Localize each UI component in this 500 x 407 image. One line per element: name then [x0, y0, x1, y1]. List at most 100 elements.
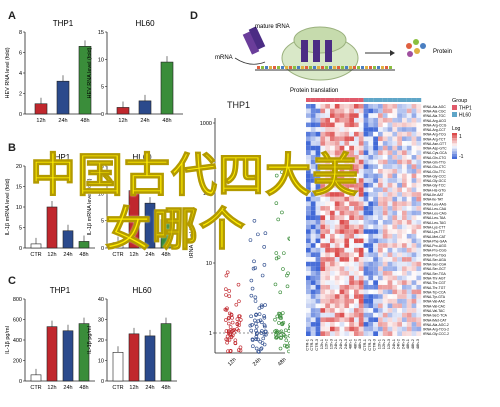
y-axis-label: tRNA level (fold) [189, 218, 195, 258]
heatmap-cell [392, 252, 398, 258]
heatmap-cell [320, 136, 326, 142]
heatmap-cell [411, 275, 417, 281]
heatmap-cell [368, 136, 374, 142]
scale-gradient-cell [452, 153, 457, 157]
heatmap-cell [354, 247, 359, 253]
heatmap-cell [344, 243, 350, 248]
heatmap-cell [397, 233, 402, 239]
heatmap-cell [325, 229, 330, 234]
heatmap-cell [402, 233, 407, 239]
heatmap-cell [402, 322, 407, 327]
data-point [226, 316, 231, 321]
heatmap-cell [402, 284, 407, 290]
heatmap-cell [378, 141, 383, 146]
heatmap-cell [330, 271, 335, 276]
heatmap-cell [339, 224, 345, 230]
heatmap-cell [330, 308, 335, 313]
heatmap-cell [368, 201, 374, 207]
heatmap-cell [354, 257, 359, 262]
data-point [276, 255, 281, 260]
heatmap-cell [402, 261, 407, 267]
heatmap-cell [320, 326, 326, 332]
heatmap-cell [344, 257, 350, 262]
heatmap-cell [330, 192, 335, 197]
heatmap-cell [378, 326, 383, 332]
heatmap-cell [363, 220, 369, 225]
heatmap-cell [411, 196, 417, 202]
heatmap-cell [344, 192, 350, 197]
y-tick-label: 0 [19, 246, 22, 252]
heatmap-cell [315, 326, 321, 332]
row-label: tRNA-Gly-TCC [423, 184, 446, 188]
heatmap-cell [330, 261, 335, 267]
heatmap-cell [368, 182, 374, 188]
heatmap-cell [402, 210, 407, 216]
heatmap-cell [315, 173, 321, 179]
heatmap-cell [411, 164, 417, 169]
heatmap-cell [330, 113, 335, 118]
row-label: tRNA-Ala-CGC [423, 109, 446, 113]
heatmap-cell [411, 266, 417, 272]
heatmap-cell [406, 108, 412, 114]
heatmap-cell [315, 331, 321, 336]
heatmap-cell [330, 196, 335, 202]
heatmap-cell [330, 173, 335, 179]
data-point [234, 302, 239, 307]
heatmap-cell [406, 210, 412, 216]
col-label: CTR-1 [362, 338, 367, 351]
heatmap-cell [310, 150, 316, 156]
col-label: CTR-1 [304, 338, 309, 351]
heatmap-cell [339, 187, 345, 193]
heatmap-cell [411, 312, 417, 318]
heatmap-cell [363, 261, 369, 267]
heatmap-cell [306, 322, 311, 327]
y-tick-label: 5 [101, 85, 104, 91]
heatmap-cell [382, 275, 388, 281]
row-label: tRNA-Gly-CCC [423, 174, 446, 178]
data-point [253, 318, 257, 323]
heatmap-cell [411, 284, 417, 290]
heatmap-cell [354, 280, 359, 285]
heatmap-cell [344, 108, 350, 114]
row-label: tRNA-Asp-GTC [423, 147, 447, 151]
heatmap-cell [339, 271, 345, 276]
heatmap-cell [368, 178, 374, 183]
data-point [227, 311, 232, 316]
heatmap-cell [320, 192, 326, 197]
heatmap-cell [349, 220, 354, 225]
heatmap-cell [320, 187, 326, 193]
heatmap-cell [320, 113, 326, 118]
heatmap-cell [349, 322, 354, 327]
heatmap-cell [325, 220, 330, 225]
heatmap-cell [358, 289, 364, 295]
heatmap-cell [382, 261, 388, 267]
heatmap-cell [325, 303, 330, 309]
heatmap-cell [306, 136, 311, 142]
heatmap-cell [382, 266, 388, 272]
heatmap-cell [315, 317, 321, 323]
data-point [250, 338, 255, 342]
heatmap-cell [392, 122, 398, 128]
heatmap-cell [339, 192, 345, 197]
heatmap-cell [339, 206, 345, 211]
heatmap-cell [339, 178, 345, 183]
heatmap-cell [363, 266, 369, 272]
codon [369, 66, 372, 69]
heatmap-cell [402, 141, 407, 146]
heatmap-cell [344, 308, 350, 313]
heatmap-cell [358, 303, 364, 309]
data-point [260, 329, 264, 333]
data-point [250, 322, 254, 327]
heatmap-cell [339, 150, 345, 156]
data-point [223, 307, 228, 312]
heatmap-cell [315, 294, 321, 299]
heatmap-cell [397, 196, 402, 202]
heatmap-cell [330, 104, 335, 109]
heatmap-cell [411, 294, 417, 299]
heatmap-cell [382, 322, 388, 327]
y-axis-label: IL-1β pg/ml [87, 326, 93, 354]
heatmap-cell [416, 224, 422, 230]
bar [144, 335, 156, 382]
heatmap-cell [411, 261, 417, 267]
codon [361, 66, 364, 69]
